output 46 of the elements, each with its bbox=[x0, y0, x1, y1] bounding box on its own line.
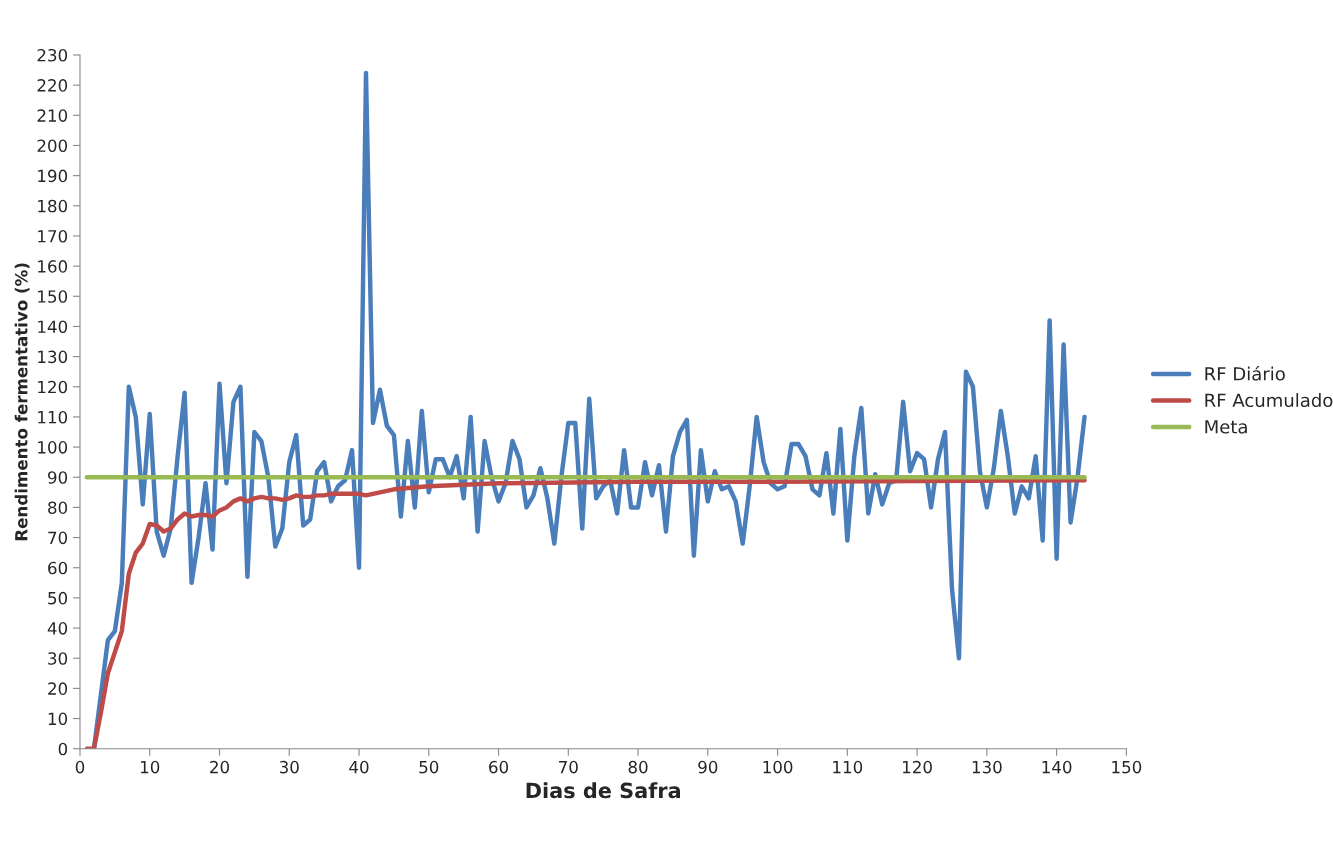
y-tick-label: 210 bbox=[37, 109, 68, 122]
x-tick-label: 10 bbox=[140, 760, 160, 774]
x-tick-label: 50 bbox=[419, 760, 439, 774]
y-tick-label: 90 bbox=[48, 471, 68, 484]
x-tick-label: 120 bbox=[903, 760, 932, 774]
y-tick-label: 60 bbox=[48, 561, 68, 575]
y-tick-label: 50 bbox=[48, 591, 68, 605]
x-tick-label: 100 bbox=[763, 760, 793, 774]
y-tick-label: 10 bbox=[48, 712, 68, 726]
x-tick-label: 110 bbox=[833, 760, 863, 774]
line-series bbox=[84, 478, 1087, 749]
legend-label: RF Diário bbox=[1205, 365, 1285, 381]
legend-label: Meta bbox=[1205, 420, 1247, 434]
x-tick-label: 90 bbox=[698, 760, 718, 774]
x-tick-label: 40 bbox=[349, 760, 369, 774]
x-tick-label: 70 bbox=[559, 760, 578, 774]
y-tick-label: 130 bbox=[38, 350, 68, 364]
x-tick-label: 140 bbox=[1042, 760, 1072, 774]
y-tick-label: 180 bbox=[38, 199, 68, 213]
y-tick-label: 110 bbox=[38, 410, 68, 424]
y-tick-label: 170 bbox=[38, 229, 68, 243]
x-tick-label: 80 bbox=[628, 760, 648, 774]
y-tick-label: 0 bbox=[58, 742, 68, 756]
y-tick-label: 140 bbox=[38, 320, 68, 334]
legend-label: RF Acumulado bbox=[1205, 393, 1333, 408]
y-tick-label: 40 bbox=[47, 622, 68, 635]
y-tick-label: 70 bbox=[48, 531, 68, 545]
y-tick-label: 20 bbox=[48, 682, 68, 695]
y-tick-label: 100 bbox=[38, 441, 68, 454]
y-tick-label: 200 bbox=[37, 139, 68, 153]
x-tick-label: 20 bbox=[210, 760, 229, 774]
x-tick-label: 30 bbox=[279, 760, 299, 774]
y-tick-label: 120 bbox=[38, 380, 68, 394]
y-axis-title: Rendimento fermentativo (%) bbox=[14, 263, 30, 541]
x-tick-label: 150 bbox=[1112, 760, 1142, 774]
y-tick-label: 150 bbox=[38, 290, 68, 303]
x-axis-title: Dias de Safra bbox=[526, 782, 680, 799]
y-tick-label: 30 bbox=[48, 652, 68, 665]
x-tick-label: 0 bbox=[75, 760, 85, 774]
y-tick-label: 230 bbox=[37, 48, 68, 62]
y-tick-label: 80 bbox=[48, 501, 68, 514]
y-tick-label: 160 bbox=[38, 260, 68, 273]
y-tick-label: 190 bbox=[38, 169, 68, 183]
y-tick-label: 220 bbox=[37, 79, 68, 92]
x-tick-label: 130 bbox=[972, 760, 1002, 774]
x-tick-label: 60 bbox=[489, 760, 509, 774]
